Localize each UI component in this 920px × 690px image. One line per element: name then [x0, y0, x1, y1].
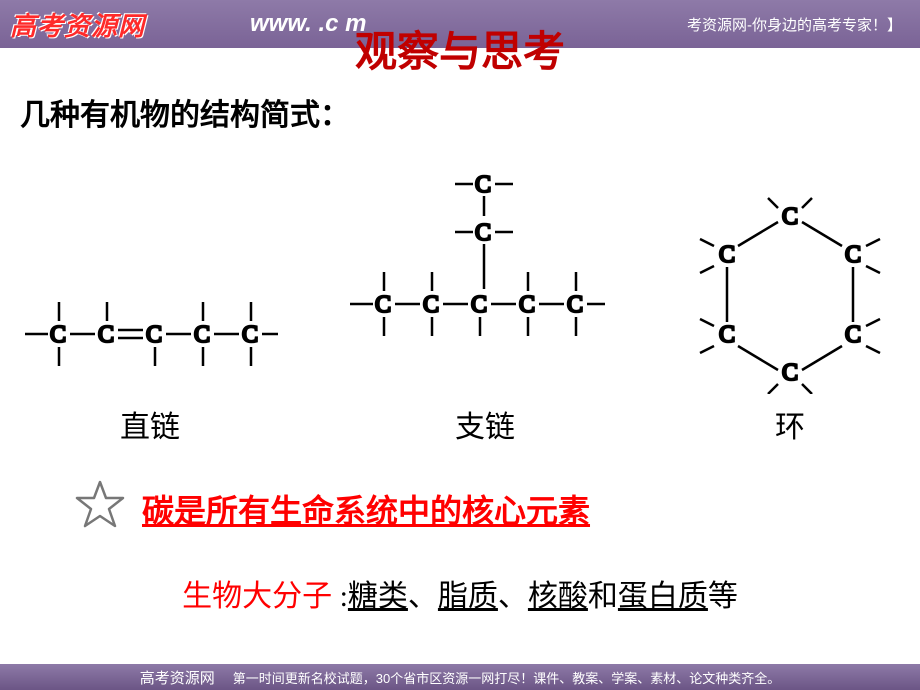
core-statement: 碳是所有生命系统中的核心元素 [142, 486, 590, 532]
diagram-ring: C C C C C C [690, 194, 890, 446]
svg-text:C: C [194, 322, 210, 348]
biomol-tail: 等 [708, 580, 738, 613]
svg-text:C: C [719, 242, 735, 268]
svg-text:C: C [519, 292, 535, 318]
biomol-joiner-1: 、 [498, 580, 528, 613]
diagram-branched: C C C C C C [345, 154, 625, 446]
biomolecule-row: 生物大分子 :糖类、脂质、核酸和蛋白质等 [20, 571, 900, 615]
svg-text:C: C [475, 172, 491, 198]
svg-text:C: C [50, 322, 66, 348]
svg-text:C: C [423, 292, 439, 318]
biomol-item-3: 蛋白质 [618, 580, 708, 613]
svg-text:C: C [146, 322, 162, 348]
svg-text:C: C [719, 322, 735, 348]
diagram-row: C C C C C 直链 [20, 154, 900, 446]
content-area: 几种有机物的结构简式： C C C C C [0, 70, 920, 615]
page-title: 观察与思考 [0, 18, 920, 79]
svg-text:C: C [782, 360, 798, 386]
ring-svg: C C C C C C [690, 194, 890, 394]
linear-label: 直链 [120, 402, 180, 446]
svg-text:C: C [782, 204, 798, 230]
biomol-item-2: 核酸 [528, 580, 588, 613]
subtitle: 几种有机物的结构简式： [20, 90, 900, 134]
svg-text:C: C [375, 292, 391, 318]
biomol-joiner-0: 、 [408, 580, 438, 613]
svg-text:C: C [567, 292, 583, 318]
biomol-suffix: 和 [588, 580, 618, 613]
linear-chain-svg: C C C C C [20, 274, 280, 394]
star-icon [70, 476, 130, 541]
svg-text:C: C [845, 322, 861, 348]
biomol-separator: : [332, 580, 348, 613]
svg-text:C: C [471, 292, 487, 318]
footer-text: 第一时间更新名校试题，30个省市区资源一网打尽！课件、教案、学案、素材、论文种类… [233, 668, 780, 687]
diagram-linear: C C C C C 直链 [20, 274, 280, 446]
biomol-item-0: 糖类 [348, 580, 408, 613]
svg-text:C: C [98, 322, 114, 348]
branched-chain-svg: C C C C C C [345, 154, 625, 394]
ring-label: 环 [775, 402, 805, 446]
statement-row: 碳是所有生命系统中的核心元素 [20, 476, 900, 541]
svg-text:C: C [845, 242, 861, 268]
biomol-label: 生物大分子 [182, 580, 332, 613]
footer-bar: 高考资源网 第一时间更新名校试题，30个省市区资源一网打尽！课件、教案、学案、素… [0, 664, 920, 690]
svg-text:C: C [242, 322, 258, 348]
footer-logo: 高考资源网 [140, 667, 215, 688]
branched-label: 支链 [455, 402, 515, 446]
svg-text:C: C [475, 220, 491, 246]
biomol-item-1: 脂质 [438, 580, 498, 613]
